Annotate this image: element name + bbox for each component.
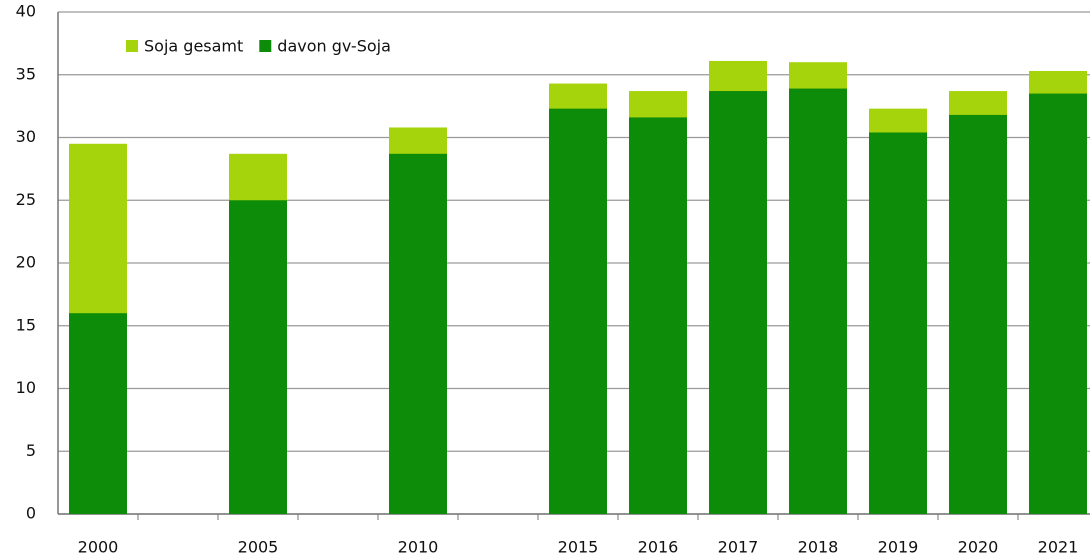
x-tick-label: 2000 [78, 538, 119, 557]
y-tick-label: 40 [16, 2, 36, 21]
x-tick-label: 2010 [398, 538, 439, 557]
bar [629, 117, 687, 515]
bar [949, 114, 1007, 514]
legend-box [112, 30, 512, 66]
bar [709, 91, 767, 514]
legend-label: Soja gesamt [144, 37, 243, 56]
y-tick-label: 35 [16, 64, 36, 83]
y-tick-label: 15 [16, 315, 36, 334]
y-tick-label: 20 [16, 253, 36, 272]
x-tick-label: 2015 [558, 538, 599, 557]
bar [549, 108, 607, 514]
x-tick-label: 2018 [798, 538, 839, 557]
x-tick-label: 2020 [958, 538, 999, 557]
x-tick-label: 2019 [878, 538, 919, 557]
legend-label: davon gv-Soja [277, 37, 391, 56]
y-tick-label: 25 [16, 190, 36, 209]
x-tick-label: 2017 [718, 538, 759, 557]
bar [869, 132, 927, 515]
y-tick-label: 10 [16, 378, 36, 397]
legend-swatch [126, 40, 138, 52]
x-tick-label: 2005 [238, 538, 279, 557]
bar [1029, 93, 1087, 514]
y-tick-label: 5 [26, 441, 36, 460]
x-tick-label: 2016 [638, 538, 679, 557]
bar [389, 153, 447, 514]
y-tick-label: 30 [16, 127, 36, 146]
bar [69, 313, 127, 514]
bar [229, 200, 287, 514]
legend-swatch [259, 40, 272, 52]
bar [789, 88, 847, 515]
y-tick-label: 0 [26, 504, 36, 523]
x-tick-label: 2021 [1038, 538, 1079, 557]
